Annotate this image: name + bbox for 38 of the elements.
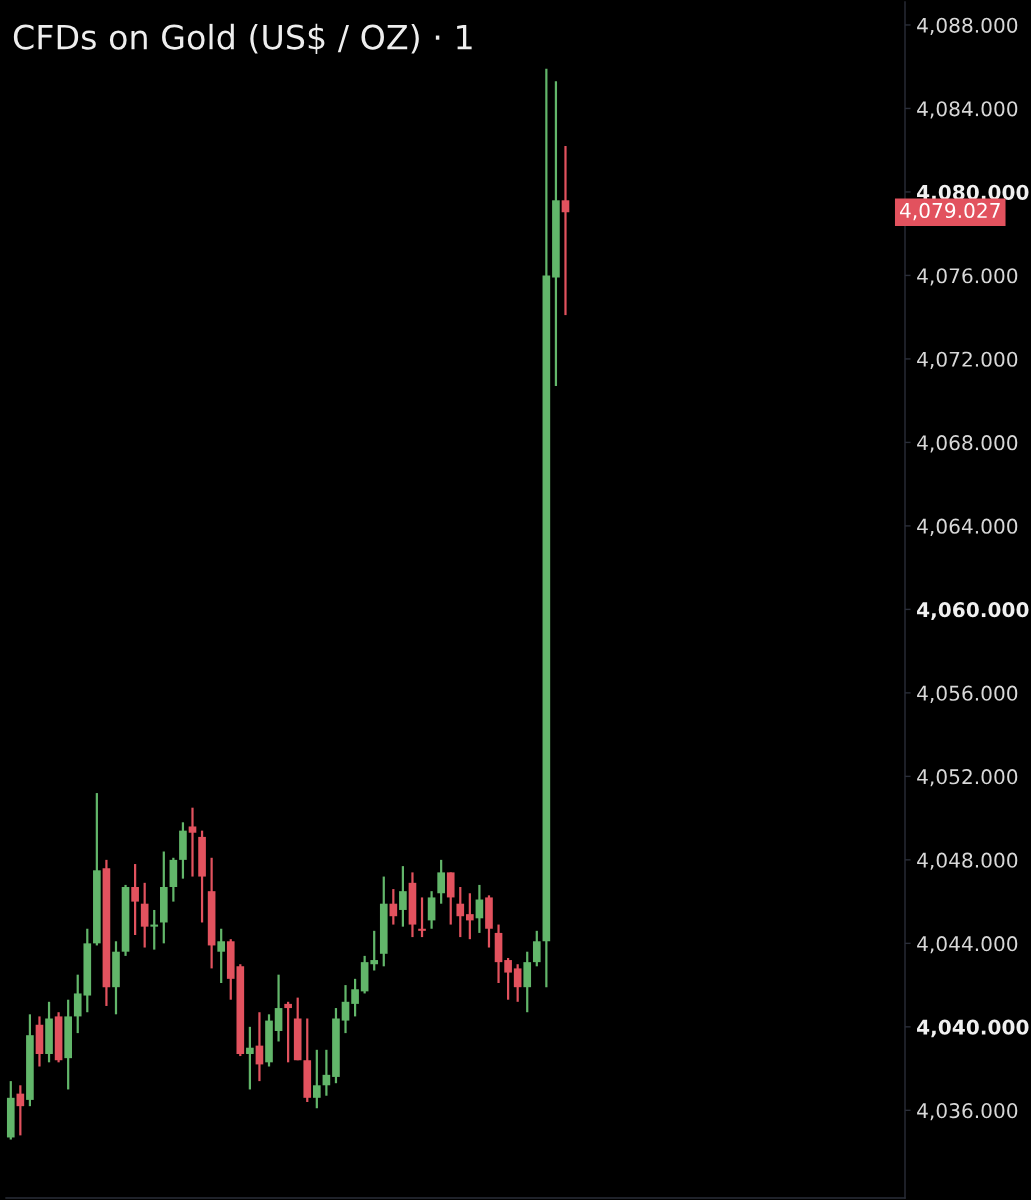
candlestick [188, 806, 197, 878]
candlestick [284, 1000, 292, 1064]
candlestick [418, 896, 426, 939]
y-tick-label: 4,068.000 [917, 435, 1018, 453]
candlestick [456, 885, 465, 939]
candlestick [140, 881, 149, 949]
annotation: 4,079.027 [899, 202, 1000, 221]
y-tick-label: 4,080.000 [917, 184, 1029, 203]
y-tick-label: 4,064.000 [917, 518, 1018, 536]
candlestick [504, 956, 512, 1001]
y-tick-label: 4,076.000 [917, 268, 1018, 286]
candlestick [246, 1025, 254, 1091]
y-tick-label: 4,048.000 [917, 852, 1018, 870]
y-tick-label: 4,036.000 [917, 1103, 1018, 1121]
candlestick [274, 973, 283, 1043]
text: CFDs on Gold (US$ / OZ) · 1 [13, 23, 472, 55]
candlestick [131, 862, 139, 937]
y-tick-label: 4,084.000 [917, 101, 1018, 119]
candlestick [532, 929, 541, 968]
candlestick [561, 144, 570, 317]
candlestick [427, 890, 436, 930]
candlestick [351, 977, 359, 1018]
candlestick [370, 929, 379, 972]
y-tick-label: 4,056.000 [917, 685, 1018, 703]
y-tick-label: 4,088.000 [917, 17, 1018, 35]
candlestick [341, 983, 350, 1035]
y-tick-label: 4,072.000 [917, 351, 1018, 369]
candlestick [437, 858, 445, 905]
candlestick [466, 892, 474, 941]
candlestick [150, 908, 159, 951]
candlestick [399, 865, 407, 928]
y-tick-label: 4,040.000 [917, 1019, 1029, 1038]
y-tick-label: 4,044.000 [917, 936, 1018, 954]
candlestick [313, 1048, 321, 1110]
candlestick [513, 963, 522, 1003]
y-tick-label: 4,052.000 [917, 769, 1018, 787]
y-tick-label: 4,060.000 [917, 602, 1029, 620]
candlestick [217, 927, 226, 985]
